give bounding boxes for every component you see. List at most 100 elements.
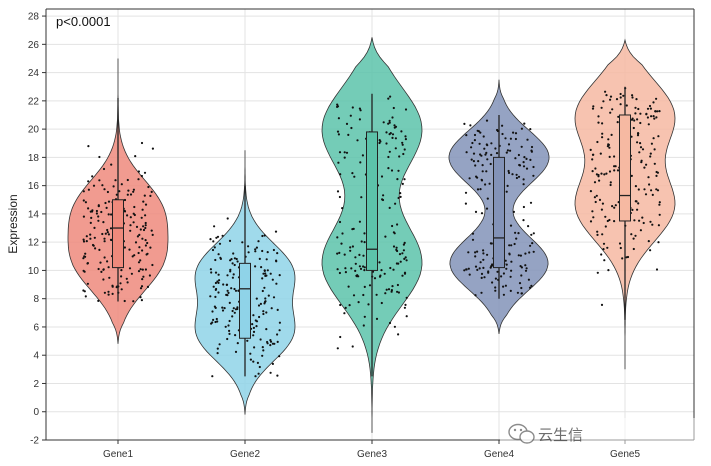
data-point	[400, 130, 403, 133]
data-point	[515, 237, 518, 240]
data-point	[130, 272, 133, 275]
data-point	[483, 276, 486, 279]
data-point	[349, 249, 352, 252]
data-point	[480, 291, 483, 294]
data-point	[258, 365, 261, 369]
data-point	[264, 300, 267, 303]
data-point	[395, 262, 398, 265]
data-point	[226, 289, 229, 292]
data-point	[529, 158, 532, 161]
data-point	[261, 234, 264, 238]
data-point	[653, 148, 656, 151]
data-point	[354, 262, 357, 265]
data-point	[653, 117, 656, 120]
data-point	[387, 167, 390, 170]
data-point	[403, 306, 406, 309]
data-point	[480, 178, 483, 181]
data-point	[522, 183, 525, 186]
data-point	[514, 231, 517, 234]
data-point	[212, 285, 215, 288]
data-point	[246, 339, 249, 342]
data-point	[84, 252, 87, 255]
data-point	[226, 217, 229, 220]
data-point	[634, 185, 638, 188]
data-point	[482, 266, 485, 269]
data-point	[358, 253, 361, 256]
x-tick-label: Gene2	[230, 449, 260, 460]
data-point	[478, 267, 481, 270]
data-point	[479, 188, 482, 191]
data-point	[608, 170, 612, 173]
data-point	[392, 245, 396, 248]
data-point	[232, 273, 235, 276]
data-point	[613, 220, 616, 223]
data-point	[347, 133, 350, 136]
data-point	[345, 151, 349, 154]
y-tick-label: 18	[28, 153, 40, 164]
data-point	[95, 209, 98, 213]
data-point	[494, 277, 497, 280]
data-point	[390, 169, 394, 172]
data-point	[496, 270, 499, 273]
data-point	[392, 268, 395, 271]
data-point	[103, 237, 106, 240]
data-point	[475, 175, 478, 178]
data-point	[616, 121, 619, 124]
data-point	[350, 267, 353, 270]
data-point	[132, 300, 135, 303]
data-point	[650, 115, 653, 118]
data-point	[510, 269, 513, 272]
data-point	[657, 135, 660, 138]
data-point	[473, 139, 476, 142]
data-point	[106, 228, 109, 232]
data-point	[606, 246, 609, 249]
data-point	[231, 276, 234, 279]
data-point	[591, 107, 595, 110]
y-tick-label: 16	[28, 181, 40, 192]
data-point	[470, 158, 473, 161]
data-point	[103, 291, 106, 294]
data-point	[101, 232, 104, 236]
data-point	[393, 126, 396, 129]
data-point	[235, 257, 238, 261]
data-point	[232, 307, 235, 310]
data-point	[388, 150, 391, 153]
data-point	[598, 198, 602, 201]
data-point	[630, 233, 633, 236]
data-point	[341, 232, 344, 235]
data-point	[502, 272, 505, 275]
data-point	[651, 193, 654, 196]
data-point	[118, 190, 121, 193]
data-point	[488, 182, 491, 185]
data-point	[601, 132, 604, 135]
data-point	[598, 179, 601, 182]
data-point	[522, 165, 526, 168]
data-point	[89, 221, 92, 224]
data-point	[490, 142, 493, 145]
data-point	[261, 249, 264, 253]
data-point	[615, 98, 619, 101]
data-point	[613, 165, 616, 168]
data-point	[474, 164, 477, 167]
data-point	[107, 290, 110, 293]
data-point	[525, 157, 528, 160]
data-point	[91, 243, 95, 247]
data-point	[647, 123, 650, 126]
data-point	[382, 121, 385, 124]
data-point	[112, 185, 115, 188]
data-point	[655, 268, 659, 271]
p-value-annotation: p<0.0001	[56, 14, 111, 29]
data-point	[344, 271, 347, 274]
data-point	[336, 103, 339, 106]
data-point	[209, 295, 212, 298]
data-point	[649, 220, 652, 223]
y-axis-label: Expression	[6, 194, 20, 253]
data-point	[146, 285, 150, 288]
data-point	[637, 188, 640, 191]
data-point	[149, 194, 152, 197]
data-point	[271, 342, 274, 345]
data-point	[504, 259, 507, 262]
data-point	[597, 121, 600, 124]
data-point	[644, 193, 648, 196]
data-point	[473, 133, 477, 137]
